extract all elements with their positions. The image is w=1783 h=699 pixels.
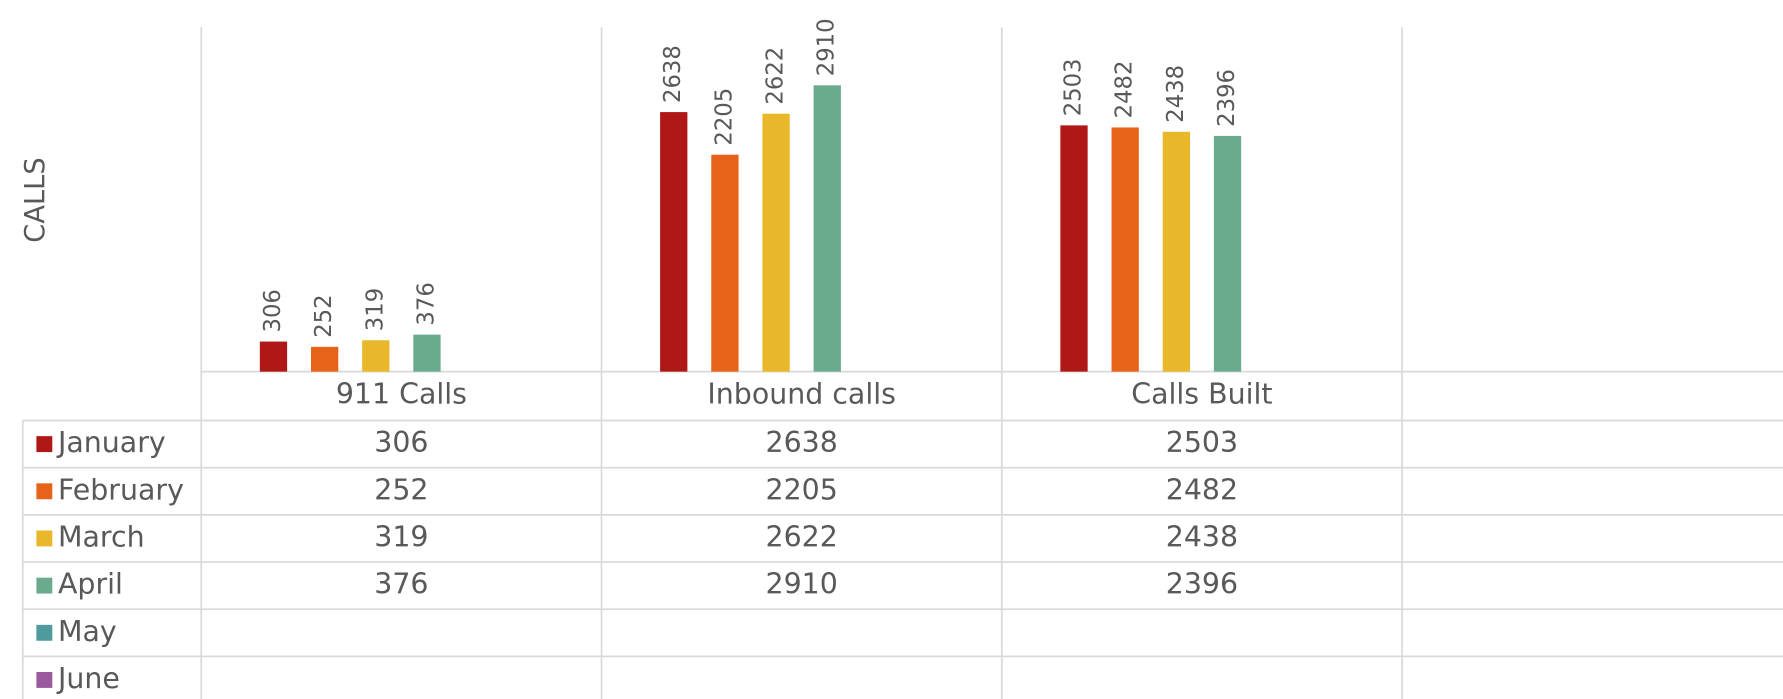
legend-label: June <box>56 662 120 695</box>
data-label: 2205 <box>711 88 737 146</box>
data-label: 2396 <box>1214 69 1240 127</box>
table-cell: 252 <box>374 473 428 506</box>
table-cell: 376 <box>374 568 428 601</box>
bar <box>660 112 688 372</box>
x-tick-label: Inbound calls <box>707 378 896 411</box>
table-cell: 2438 <box>1166 520 1238 553</box>
data-label: 2622 <box>763 47 789 105</box>
legend-swatch <box>36 436 53 453</box>
bar <box>1213 135 1242 372</box>
legend-swatch <box>36 624 53 641</box>
bar <box>762 113 790 372</box>
table-cell: 2910 <box>766 568 838 601</box>
legend-swatch <box>36 483 53 500</box>
table-cell: 2205 <box>766 473 838 506</box>
legend-label: April <box>58 568 123 601</box>
data-label: 319 <box>362 288 388 331</box>
bar <box>362 340 390 372</box>
x-tick-label: 911 Calls <box>336 378 467 411</box>
bar <box>813 85 841 372</box>
table-cell: 2396 <box>1166 568 1238 601</box>
data-label: 2503 <box>1061 58 1087 116</box>
data-label: 252 <box>311 294 337 337</box>
table-cell: 2622 <box>766 520 838 553</box>
legend-label: February <box>58 473 184 506</box>
legend-label: January <box>56 426 166 459</box>
bar <box>711 154 739 372</box>
legend-label: May <box>58 615 117 648</box>
bar <box>259 341 288 372</box>
table-cell: 2503 <box>1166 426 1238 459</box>
table-cell: 319 <box>374 520 428 553</box>
legend-swatch <box>36 672 53 688</box>
bar <box>311 346 339 372</box>
data-label: 306 <box>260 289 286 332</box>
legend-swatch <box>36 530 53 547</box>
legend-swatch <box>36 577 53 594</box>
data-label: 2638 <box>660 45 686 103</box>
data-label: 376 <box>413 282 439 325</box>
data-label: 2482 <box>1112 61 1138 119</box>
y-axis-label: CALLS <box>20 157 51 242</box>
data-label: 2438 <box>1163 65 1189 123</box>
table-cell: 2482 <box>1166 473 1238 506</box>
table-cell: 306 <box>374 426 428 459</box>
bar <box>1111 127 1139 372</box>
data-label: 2910 <box>814 18 840 76</box>
x-tick-label: Calls Built <box>1131 378 1272 411</box>
table-cell: 2638 <box>766 426 838 459</box>
bar <box>1060 125 1088 372</box>
legend-label: March <box>58 520 145 553</box>
bar <box>1162 131 1190 372</box>
bar <box>413 334 441 372</box>
